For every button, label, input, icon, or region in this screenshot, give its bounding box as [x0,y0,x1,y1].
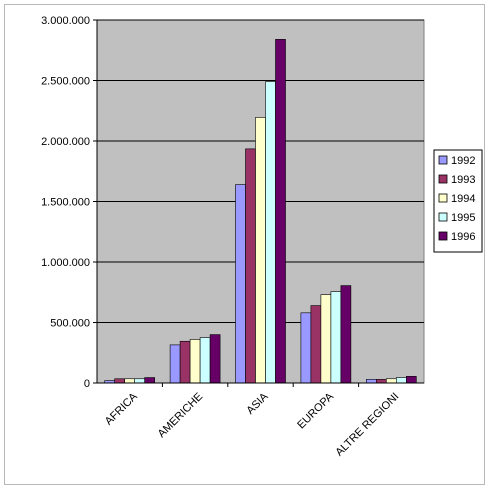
y-tick-label: 500.000 [50,318,90,330]
legend-swatch [438,174,448,184]
x-category-label: AMERICHE [156,391,206,441]
bar-1995-europa [330,291,342,384]
bar-1993-europa [310,305,322,384]
y-tick-label: 2.000.000 [41,136,90,148]
bar-1993-altre-regioni [375,379,387,384]
x-category-label: AFRICA [103,390,140,427]
y-tick-label: 2.500.000 [41,76,90,88]
legend-entry-label: 1993 [451,174,475,186]
bar-1992-americhe [169,344,181,384]
legend-entry-label: 1996 [451,231,475,243]
bar-1993-asia [245,148,256,384]
x-category-label: ASIA [244,390,271,417]
bar-1996-americhe [209,334,221,384]
bar-1996-africa [144,377,155,384]
bar-1995-altre-regioni [395,377,407,384]
bar-1996-altre-regioni [405,376,417,384]
bar-1994-altre-regioni [385,378,397,384]
bar-1994-asia [255,117,266,384]
bar-1993-americhe [179,340,191,384]
x-category-label: EUROPA [295,390,336,431]
bar-1996-europa [340,285,352,384]
legend-swatch [438,231,448,241]
y-tick-label: 3.000.000 [41,15,90,27]
bar-1992-altre-regioni [365,379,377,384]
bar-1993-africa [114,378,125,384]
bar-1994-americhe [189,339,201,384]
bar-1995-americhe [199,337,211,384]
bar-1995-asia [265,81,276,384]
legend-entry-label: 1995 [451,212,475,224]
bar-1992-europa [300,312,312,384]
x-category-label: ALTRE REGIONI [333,391,401,459]
y-tick-label: 1.000.000 [41,257,90,269]
y-tick-label: 1.500.000 [41,197,90,209]
legend-swatch [438,155,448,165]
bar-1994-africa [124,378,135,384]
legend: 1992 1993 1994 1995 1996 [433,149,483,253]
legend-swatch [438,193,448,203]
y-tick-label: 0 [84,378,90,390]
legend-entry-label: 1994 [451,193,475,205]
bar-1995-africa [134,378,145,384]
legend-swatch [438,212,448,222]
bar-1996-asia [275,39,286,384]
legend-entry-label: 1992 [451,155,475,167]
bar-1994-europa [320,294,332,384]
bar-1992-asia [235,184,246,384]
